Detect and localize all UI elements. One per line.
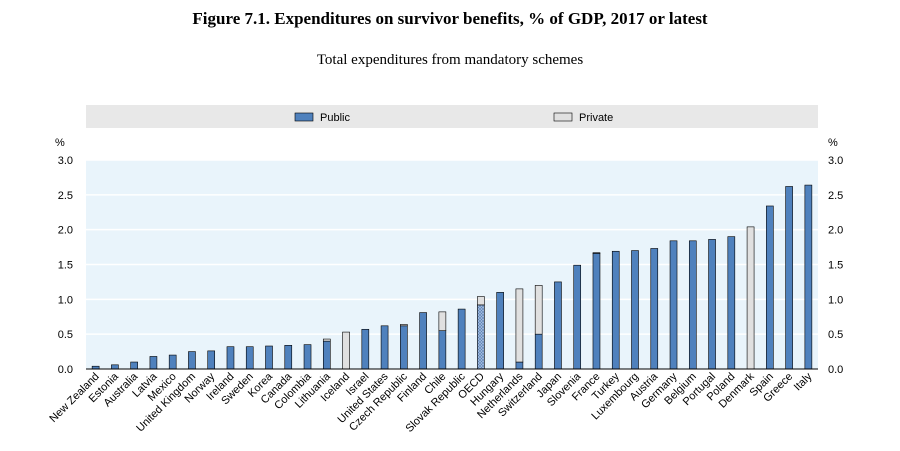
bar-private-oecd — [477, 296, 485, 306]
bar-private-switzerland — [534, 285, 543, 335]
y-axis-ticks: 0.0 0.0 0.5 0.5 1.0 1.0 1.5 1.5 2.0 2.0 2.5 2.5 3.0 3… — [58, 155, 844, 376]
bar-public-france — [592, 253, 601, 370]
legend-background — [86, 105, 818, 128]
bar-private-france — [592, 252, 601, 254]
bar-public-israel — [361, 328, 370, 370]
bar-public-united-states — [380, 325, 389, 370]
bar-public-australia — [130, 361, 138, 370]
bar-public-luxembourg — [631, 250, 639, 370]
legend: Public Private — [86, 105, 818, 128]
bar-public-sweden — [245, 346, 254, 370]
bar-public-slovenia — [573, 264, 582, 370]
y-tick-label-right: 3.0 — [828, 155, 843, 167]
bar-public-netherlands — [515, 361, 524, 370]
bar-public-portugal — [708, 239, 716, 370]
bar-private-netherlands — [515, 288, 524, 363]
bar-public-czech-republic — [400, 325, 408, 370]
x-tick-label: Italy — [792, 370, 815, 393]
bar-public-belgium — [688, 240, 697, 370]
bar-public-austria — [650, 248, 659, 370]
bar-public-italy — [804, 184, 813, 370]
bar-public-colombia — [303, 344, 312, 370]
bar-private-denmark — [746, 226, 755, 370]
legend-swatch-private — [553, 112, 573, 122]
bar-public-chile — [438, 330, 447, 370]
y-tick-label-left: 2.5 — [58, 190, 73, 202]
y-tick-label-right: 2.0 — [828, 225, 843, 237]
y-tick-label-left: 3.0 — [58, 155, 73, 167]
bar-public-spain — [766, 205, 774, 370]
bar-public-greece — [785, 186, 793, 370]
y-tick-label-right: 1.0 — [828, 294, 843, 306]
bar-public-latvia — [149, 356, 158, 370]
bar-public-poland — [727, 236, 736, 370]
y-axis-unit-left: % — [55, 137, 65, 149]
chart-title: Figure 7.1. Expenditures on survivor ben… — [192, 9, 708, 28]
gridlines — [86, 159, 818, 335]
legend-swatch-public — [294, 112, 314, 122]
bar-public-norway — [207, 350, 216, 370]
bar-public-germany — [669, 240, 678, 370]
y-tick-label-left: 1.0 — [58, 294, 73, 306]
bar-public-slovak-republic — [457, 308, 466, 370]
y-tick-label-left: 1.5 — [58, 260, 73, 272]
y-tick-label-right: 1.5 — [828, 260, 843, 272]
bar-public-korea — [265, 345, 273, 370]
y-tick-label-left: 0.0 — [58, 364, 73, 376]
y-tick-label-right: 0.5 — [828, 329, 843, 341]
bars — [91, 184, 813, 370]
bar-public-estonia — [111, 364, 119, 370]
bar-private-iceland — [342, 331, 350, 370]
y-axis-unit-right: % — [828, 137, 838, 149]
y-tick-label-right: 0.0 — [828, 364, 843, 376]
bar-public-canada — [284, 345, 293, 370]
bar-public-hungary — [496, 292, 504, 370]
bar-public-turkey — [611, 250, 620, 370]
bar-public-finland — [419, 312, 427, 370]
bar-private-czech-republic — [400, 324, 408, 327]
bar-public-mexico — [168, 354, 177, 370]
bar-public-ireland — [226, 346, 235, 370]
bar-public-switzerland — [534, 333, 543, 370]
legend-label-private: Private — [579, 112, 613, 124]
y-tick-label-right: 2.5 — [828, 190, 843, 202]
y-tick-label-left: 2.0 — [58, 225, 73, 237]
bar-public-japan — [554, 281, 562, 370]
x-axis-labels: New ZealandEstoniaAustraliaLatviaMexicoU… — [47, 370, 814, 435]
bar-private-chile — [438, 311, 447, 331]
bar-private-lithuania — [322, 338, 331, 342]
bar-public-lithuania — [322, 340, 331, 370]
chart-subtitle: Total expenditures from mandatory scheme… — [316, 52, 584, 68]
y-tick-label-left: 0.5 — [58, 329, 73, 341]
legend-label-public: Public — [320, 112, 350, 124]
bar-public-united-kingdom — [188, 351, 196, 370]
bar-public-oecd — [477, 304, 485, 370]
